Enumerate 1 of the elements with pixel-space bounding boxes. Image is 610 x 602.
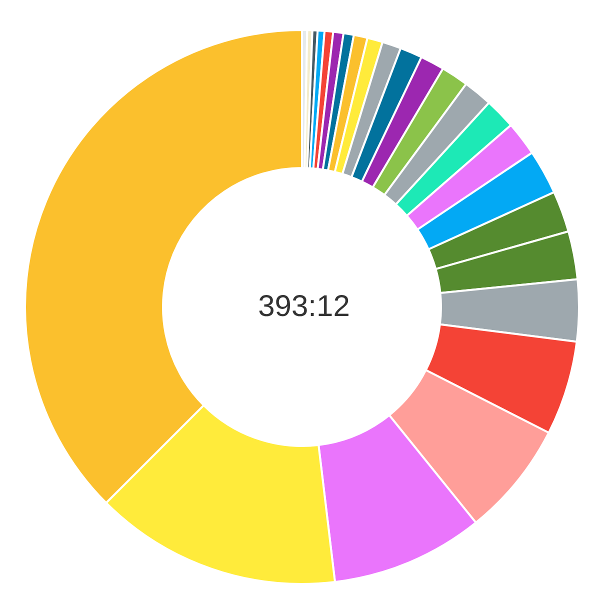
text: 393:12 [258, 290, 350, 323]
